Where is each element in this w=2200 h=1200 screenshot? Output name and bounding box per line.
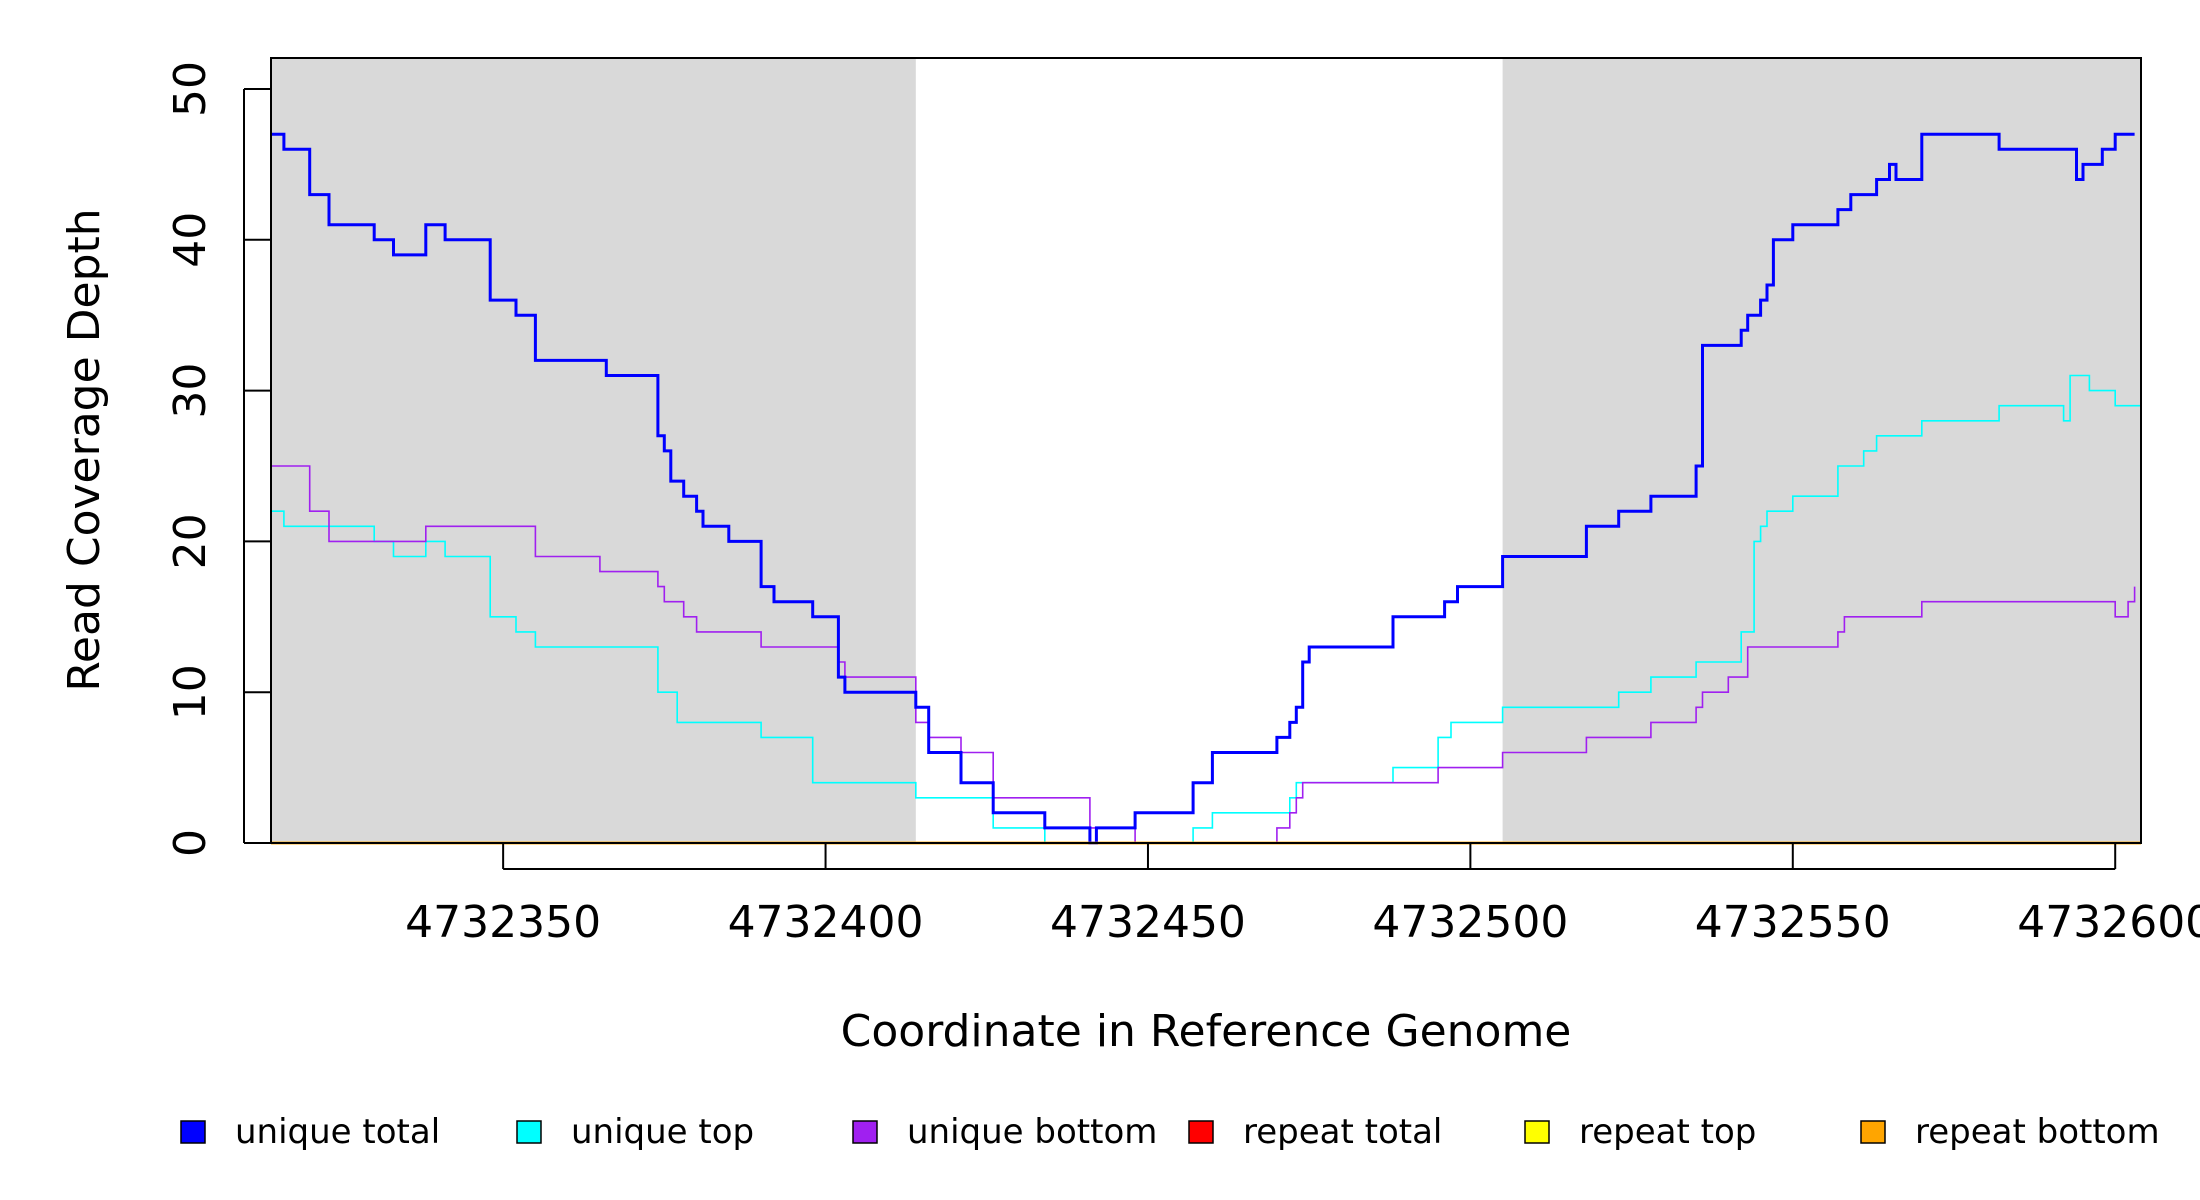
y-tick-label: 40 [165,212,216,268]
x-tick-label: 4732550 [1695,897,1891,948]
x-axis-label: Coordinate in Reference Genome [841,1006,1572,1057]
plot-frame [270,57,2142,844]
y-tick-label: 50 [165,61,216,117]
y-tick-label: 30 [165,363,216,419]
series-line-unique-top [271,374,2142,844]
legend-swatch-repeat-top [1524,1120,1550,1144]
legend: unique total unique top unique bottom repea… [180,1112,2160,1152]
series-line-unique-total [271,132,2135,845]
x-tick-label: 4732450 [1050,897,1246,948]
legend-label-repeat-top: repeat top [1579,1112,1756,1152]
legend-label-unique-bottom: unique bottom [907,1112,1157,1152]
y-axis: 0 10 20 30 40 50 [165,61,271,857]
legend-swatch-repeat-total [1188,1120,1214,1144]
x-tick-label: 4732350 [405,897,601,948]
x-tick-label: 4732600 [2017,897,2200,948]
legend-label-unique-top: unique top [571,1112,754,1152]
y-tick-label: 10 [165,664,216,720]
shaded-region-1 [271,58,916,843]
legend-swatch-repeat-bottom [1860,1120,1886,1144]
y-axis-label: Read Coverage Depth [59,208,110,691]
legend-label-repeat-total: repeat total [1243,1112,1442,1152]
legend-label-repeat-bottom: repeat bottom [1915,1112,2160,1152]
legend-label-unique-total: unique total [235,1112,440,1152]
x-tick-label: 4732400 [728,897,924,948]
y-tick-label: 20 [165,513,216,569]
legend-swatch-unique-bottom [852,1120,878,1144]
legend-swatch-unique-total [180,1120,206,1144]
x-axis: 4732350 4732400 4732450 4732500 4732550 47326… [405,843,2200,948]
shaded-region-2 [1502,58,2141,843]
x-tick-label: 4732500 [1372,897,1568,948]
y-tick-label: 0 [165,829,216,857]
legend-swatch-unique-top [516,1120,542,1144]
shaded-regions [271,58,2141,843]
